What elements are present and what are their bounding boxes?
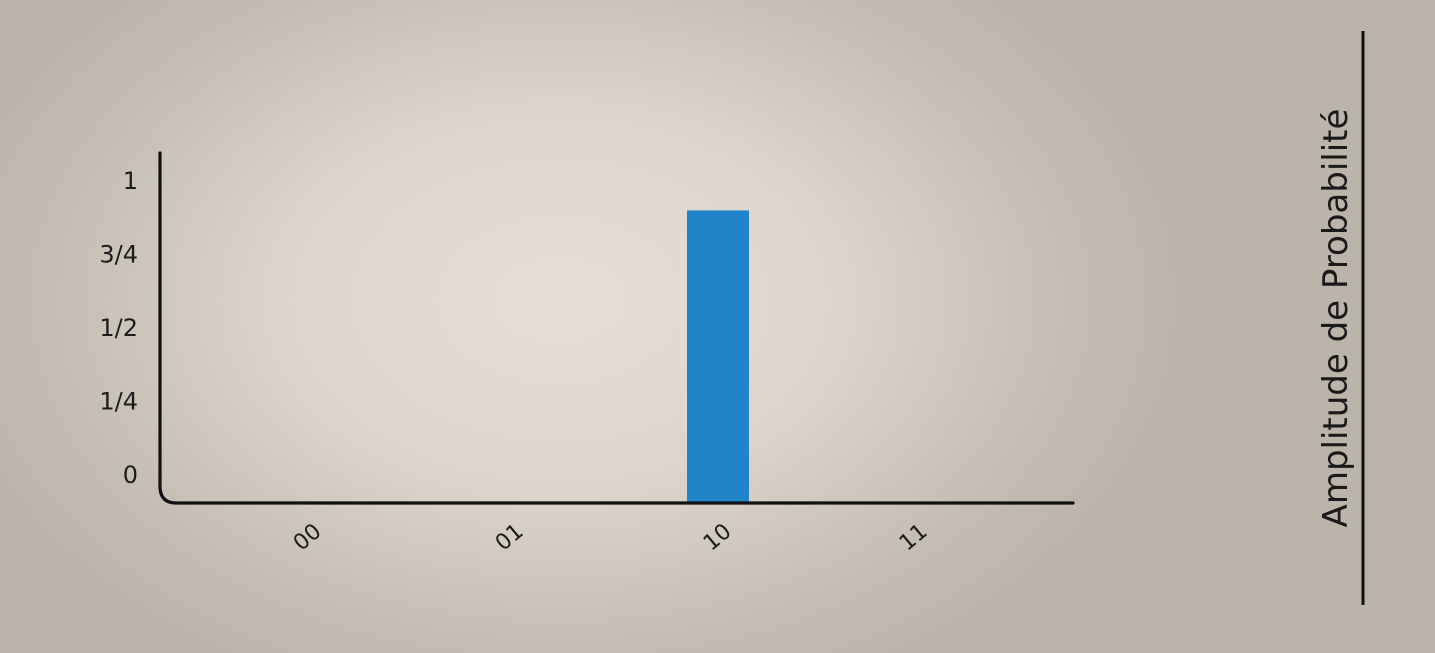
bar-10: [687, 210, 749, 503]
y-axis-line: [158, 151, 178, 505]
bars: [687, 210, 749, 503]
y-tick-label: 3/4: [99, 241, 138, 269]
x-tick-label: 11: [895, 519, 933, 556]
y-tick-label: 0: [123, 461, 138, 489]
x-tick-label: 00: [289, 519, 327, 556]
x-tick-label: 10: [699, 519, 737, 556]
y-axis-title-group: Amplitude de Probabilité: [1316, 31, 1365, 605]
y-tick-label: 1/4: [99, 388, 138, 416]
x-axis-ticks: 00 01 10 11: [289, 519, 933, 556]
y-axis-ticks: 0 1/4 1/2 3/4 1: [99, 167, 138, 489]
y-axis-title: Amplitude de Probabilité: [1316, 109, 1356, 528]
y-tick-label: 1: [123, 167, 138, 195]
x-tick-label: 01: [491, 519, 529, 556]
y-tick-label: 1/2: [99, 314, 138, 342]
